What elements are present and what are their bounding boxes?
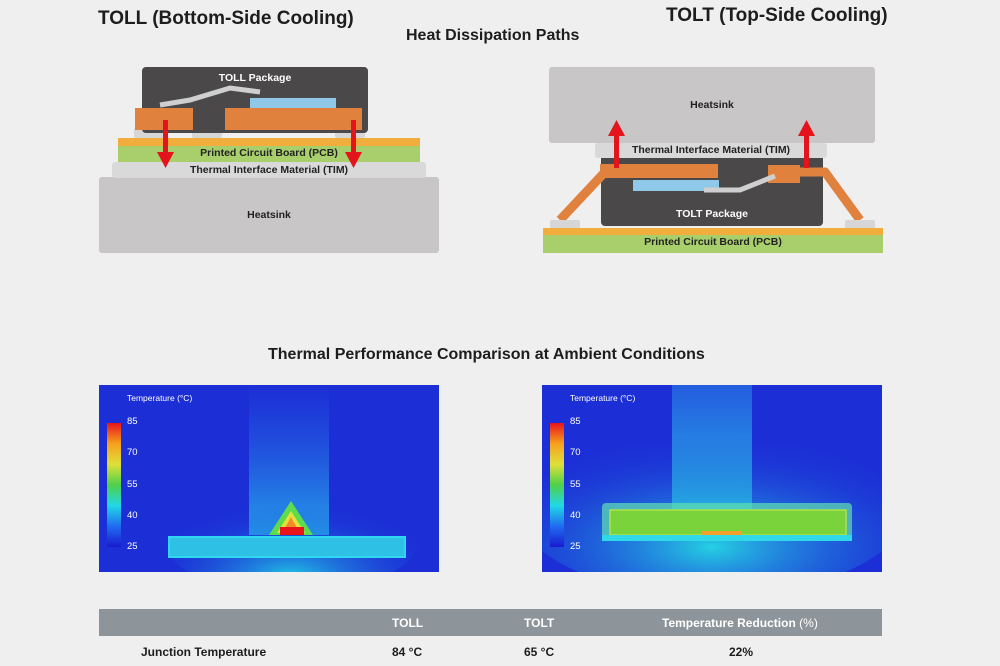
toll-tick: 70 [127, 447, 138, 458]
toll-package-label: TOLL Package [218, 72, 292, 84]
tolt-heatsink-label: Heatsink [690, 99, 734, 111]
tolt-solder-pad [845, 220, 875, 229]
header-reduction-label: Temperature Reduction [662, 616, 796, 630]
comparison-table: TOLL TOLT Temperature Reduction (%) Junc… [99, 609, 882, 666]
tolt-pcb [543, 235, 883, 253]
toll-tim [112, 162, 426, 178]
toll-heat-arrow-down-icon [345, 120, 362, 168]
cell-toll: 84 °C [392, 645, 423, 659]
heat-paths-title: Heat Dissipation Paths [406, 27, 580, 44]
table-header-row: TOLL TOLT Temperature Reduction (%) [99, 609, 882, 636]
tolt-leadframe-right [768, 165, 800, 183]
tolt-diagram: Heatsink Thermal Interface Material (TIM… [500, 0, 1000, 260]
cell-reduction: 22% [729, 645, 754, 659]
row-label: Junction Temperature [141, 645, 267, 659]
tolt-title: TOLT (Top-Side Cooling) [666, 5, 888, 26]
tolt-bond-wire [704, 173, 776, 193]
toll-pcb [118, 146, 420, 162]
toll-heatsink-label: Heatsink [247, 209, 291, 221]
tolt-leadframe-left [600, 164, 718, 178]
header-temperature-reduction: Temperature Reduction (%) [662, 616, 818, 630]
tolt-tim-label: Thermal Interface Material (TIM) [631, 144, 791, 156]
toll-heatsink [99, 177, 439, 253]
toll-bond-wire [159, 85, 261, 108]
tolt-package-label: TOLT Package [676, 208, 748, 220]
toll-title: TOLL (Bottom-Side Cooling) [98, 8, 354, 29]
thermal-title: Thermal Performance Comparison at Ambien… [268, 346, 705, 363]
toll-tick: 55 [127, 479, 138, 490]
toll-pcb-label: Printed Circuit Board (PCB) [200, 147, 338, 159]
toll-leadframe-right [225, 108, 362, 130]
toll-color-scale [107, 423, 121, 547]
toll-heat-arrow-down-icon [157, 120, 174, 168]
toll-tick: 40 [127, 510, 138, 521]
toll-die [250, 98, 336, 109]
toll-solder-pad [335, 128, 365, 138]
header-toll: TOLL [392, 616, 424, 630]
toll-thermal-map: Temperature (°C) 85 70 55 40 25 [99, 385, 439, 572]
tolt-thermal-image [542, 385, 882, 572]
tolt-pcb-top [543, 228, 883, 235]
toll-diagram: Heatsink Thermal Interface Material (TIM… [0, 0, 500, 260]
tolt-heatsink [549, 67, 875, 143]
tolt-tick: 70 [570, 447, 581, 458]
tolt-tick: 55 [570, 479, 581, 490]
toll-thermal-image [161, 385, 421, 572]
toll-legend-title: Temperature (°C) [127, 393, 193, 403]
tolt-solder-pad [550, 220, 580, 229]
tolt-tick: 25 [570, 541, 581, 552]
toll-tick: 25 [127, 541, 138, 552]
tolt-color-scale [550, 423, 564, 547]
toll-tim-label: Thermal Interface Material (TIM) [189, 164, 349, 176]
tolt-die [633, 180, 719, 191]
tolt-tim [595, 143, 827, 158]
cell-tolt: 65 °C [524, 645, 555, 659]
toll-leadframe-left [135, 108, 193, 130]
tolt-tick: 40 [570, 510, 581, 521]
tolt-heat-arrow-up-icon [798, 120, 815, 168]
header-reduction-unit: (%) [799, 616, 818, 630]
tolt-pcb-label: Printed Circuit Board (PCB) [644, 236, 782, 248]
table-row: Junction Temperature 84 °C 65 °C 22% [99, 636, 882, 666]
toll-pcb-top [118, 138, 420, 146]
tolt-thermal-map: Temperature (°C) 85 70 55 40 25 [542, 385, 882, 572]
tolt-heat-arrow-up-icon [608, 120, 625, 168]
toll-solder-pad [192, 128, 222, 138]
toll-tick: 85 [127, 416, 138, 427]
toll-solder-pad [134, 128, 164, 138]
tolt-tick: 85 [570, 416, 581, 427]
tolt-legend-title: Temperature (°C) [570, 393, 636, 403]
header-tolt: TOLT [524, 616, 555, 630]
